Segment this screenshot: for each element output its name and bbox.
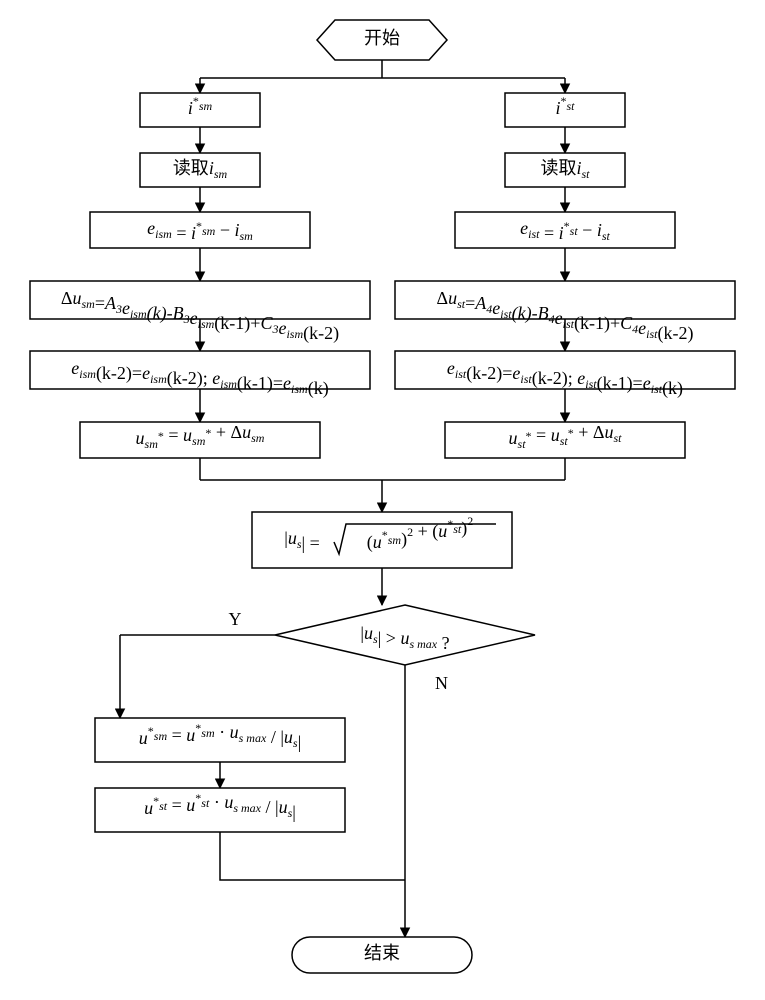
start-label: 开始 (364, 28, 400, 48)
N-label: N (435, 673, 448, 693)
end-label: 结束 (364, 943, 400, 963)
edge (220, 832, 405, 880)
Y-label: Y (229, 609, 242, 629)
